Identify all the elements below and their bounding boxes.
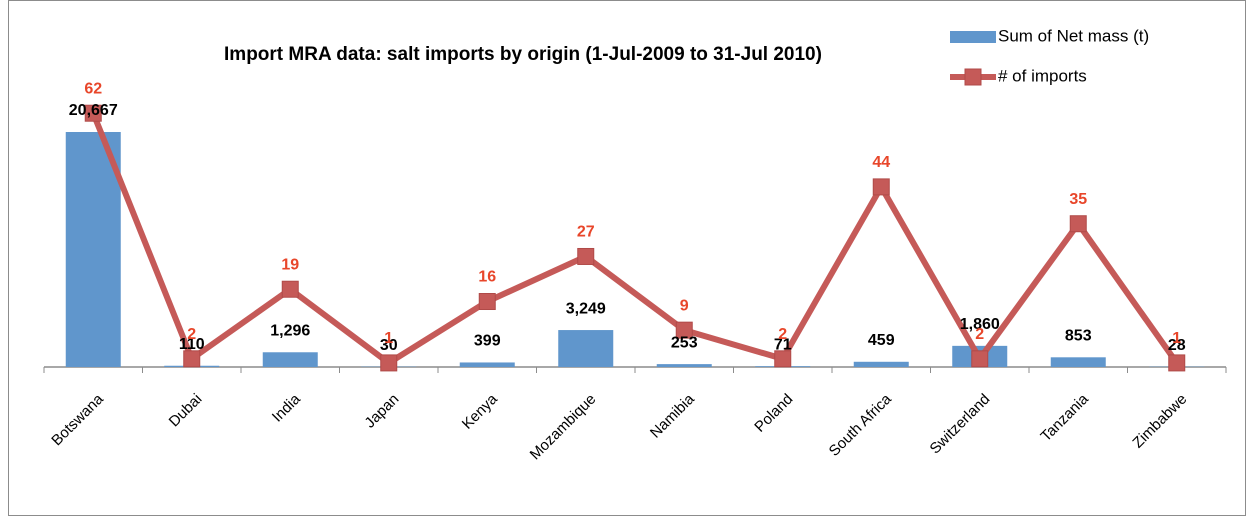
data-label: 1 (1172, 330, 1181, 347)
line-marker (84, 104, 102, 122)
line (90, 112, 1180, 366)
line-marker (774, 350, 792, 368)
data-label: 30 (380, 337, 398, 354)
bar (558, 330, 614, 367)
line-marker (183, 350, 201, 368)
data-label: 2 (187, 326, 196, 343)
line-marker (971, 350, 989, 368)
data-label: 2 (975, 326, 984, 343)
line-marker (872, 178, 890, 196)
data-label: 19 (281, 256, 299, 273)
bar (262, 352, 318, 367)
legend-label: # of imports (998, 66, 1087, 85)
line-marker (577, 247, 595, 265)
legend-swatch-marker (964, 68, 982, 86)
data-label: 1 (384, 330, 393, 347)
line-marker (1168, 354, 1186, 372)
data-label: 9 (680, 297, 689, 314)
data-label: 28 (1168, 337, 1186, 354)
data-label: 27 (577, 224, 595, 241)
line-marker (1069, 215, 1087, 233)
legend-swatch (950, 31, 996, 43)
bar (65, 132, 121, 367)
bar (459, 362, 515, 367)
line-marker (675, 321, 693, 339)
data-label: 20,667 (69, 102, 118, 119)
line-marker (380, 354, 398, 372)
bar (853, 361, 909, 367)
data-label: 44 (872, 154, 890, 171)
bar (1050, 357, 1106, 367)
data-label: 2 (778, 326, 787, 343)
data-label: 16 (478, 269, 496, 286)
data-label: 110 (179, 336, 205, 353)
chart-title: Import MRA data: salt imports by origin … (224, 44, 822, 65)
data-label: 62 (84, 80, 102, 97)
data-label: 399 (474, 333, 501, 350)
chart-border (8, 0, 1246, 516)
data-label: 71 (774, 336, 792, 353)
data-label: 1,860 (960, 316, 1000, 333)
data-label: 853 (1065, 328, 1092, 345)
legend-label: Sum of Net mass (t) (998, 26, 1149, 45)
bar (656, 364, 712, 367)
data-label: 459 (868, 332, 895, 349)
line-marker (281, 280, 299, 298)
data-label: 35 (1069, 191, 1087, 208)
data-label: 1,296 (270, 322, 310, 339)
data-label: 253 (671, 334, 698, 351)
data-label: 3,249 (566, 300, 606, 317)
line-marker (478, 293, 496, 311)
